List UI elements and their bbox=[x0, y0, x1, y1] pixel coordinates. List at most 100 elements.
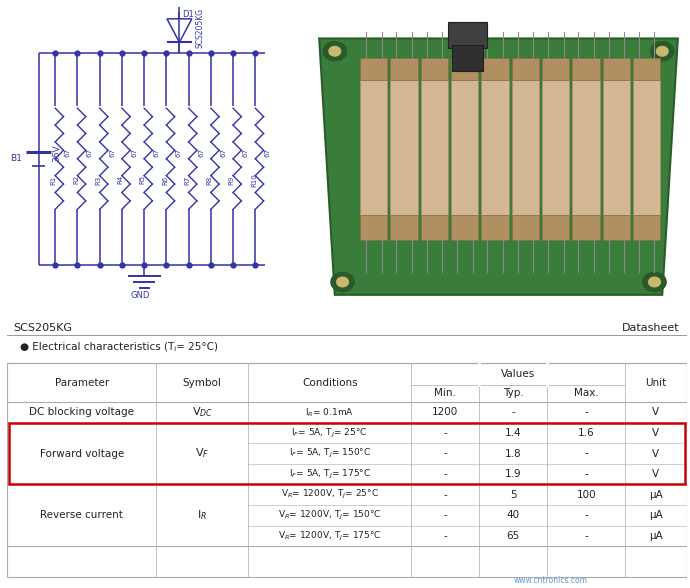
Text: V$_{R}$= 1200V, T$_{J}$= 150°C: V$_{R}$= 1200V, T$_{J}$= 150°C bbox=[278, 509, 382, 522]
Text: 67: 67 bbox=[109, 148, 115, 158]
Text: R8: R8 bbox=[206, 175, 213, 185]
Polygon shape bbox=[451, 80, 478, 215]
Text: -: - bbox=[444, 490, 447, 500]
Text: ● Electrical characteristics (Tⱼ= 25°C): ● Electrical characteristics (Tⱼ= 25°C) bbox=[21, 342, 219, 352]
Text: 67: 67 bbox=[220, 148, 226, 158]
Text: SCS205KG: SCS205KG bbox=[14, 323, 72, 333]
Text: 67: 67 bbox=[198, 148, 204, 158]
Text: 5: 5 bbox=[510, 490, 517, 500]
Text: 100: 100 bbox=[576, 490, 596, 500]
Polygon shape bbox=[542, 215, 569, 240]
Polygon shape bbox=[573, 58, 600, 80]
Text: 1.6: 1.6 bbox=[578, 428, 595, 438]
Circle shape bbox=[649, 277, 660, 287]
Text: Parameter: Parameter bbox=[55, 377, 109, 387]
Polygon shape bbox=[512, 80, 539, 215]
Polygon shape bbox=[602, 58, 630, 80]
Circle shape bbox=[329, 46, 341, 56]
Text: 36V: 36V bbox=[52, 144, 61, 162]
Text: -: - bbox=[444, 428, 447, 438]
Text: 65: 65 bbox=[506, 531, 520, 541]
Text: V$_{DC}$: V$_{DC}$ bbox=[192, 406, 213, 419]
Polygon shape bbox=[421, 58, 448, 80]
Text: -: - bbox=[584, 510, 588, 520]
Polygon shape bbox=[482, 80, 509, 215]
Text: -: - bbox=[444, 510, 447, 520]
Text: V$_{R}$= 1200V, T$_{J}$= 175°C: V$_{R}$= 1200V, T$_{J}$= 175°C bbox=[278, 529, 382, 543]
Polygon shape bbox=[482, 215, 509, 240]
Circle shape bbox=[656, 46, 668, 56]
Text: R2: R2 bbox=[73, 175, 79, 185]
Polygon shape bbox=[573, 215, 600, 240]
Text: R10: R10 bbox=[251, 173, 257, 187]
Polygon shape bbox=[451, 215, 478, 240]
Text: Conditions: Conditions bbox=[302, 377, 357, 387]
Polygon shape bbox=[421, 80, 448, 215]
Text: GND: GND bbox=[130, 290, 150, 299]
Circle shape bbox=[651, 42, 674, 61]
Bar bbox=[9, 423, 684, 484]
Text: μA: μA bbox=[649, 490, 663, 500]
Text: V: V bbox=[653, 449, 660, 459]
Polygon shape bbox=[391, 58, 417, 80]
Polygon shape bbox=[512, 58, 539, 80]
Polygon shape bbox=[360, 215, 387, 240]
Polygon shape bbox=[542, 58, 569, 80]
Text: 1.9: 1.9 bbox=[505, 469, 522, 479]
Text: V$_{F}$: V$_{F}$ bbox=[195, 447, 210, 460]
Text: I$_{F}$= 5A, T$_{J}$= 175°C: I$_{F}$= 5A, T$_{J}$= 175°C bbox=[288, 467, 371, 481]
Polygon shape bbox=[421, 215, 448, 240]
Text: R1: R1 bbox=[51, 175, 57, 185]
Text: 67: 67 bbox=[87, 148, 93, 158]
Polygon shape bbox=[451, 58, 478, 80]
Text: DC blocking voltage: DC blocking voltage bbox=[29, 407, 134, 417]
Text: I$_{F}$= 5A, T$_{J}$= 150°C: I$_{F}$= 5A, T$_{J}$= 150°C bbox=[288, 447, 371, 460]
Text: Reverse current: Reverse current bbox=[40, 510, 123, 520]
Text: Max.: Max. bbox=[574, 388, 599, 398]
Text: -: - bbox=[444, 469, 447, 479]
Text: Values: Values bbox=[501, 369, 535, 379]
Text: -: - bbox=[511, 407, 515, 417]
Text: 67: 67 bbox=[131, 148, 137, 158]
Text: μA: μA bbox=[649, 510, 663, 520]
Polygon shape bbox=[512, 215, 539, 240]
Circle shape bbox=[323, 42, 346, 61]
Text: Forward voltage: Forward voltage bbox=[39, 449, 124, 459]
Text: I$_{R}$= 0.1mA: I$_{R}$= 0.1mA bbox=[305, 406, 354, 419]
Circle shape bbox=[643, 272, 666, 292]
Text: 1.4: 1.4 bbox=[505, 428, 522, 438]
Text: Datasheet: Datasheet bbox=[622, 323, 680, 333]
Text: R3: R3 bbox=[95, 175, 101, 185]
Polygon shape bbox=[391, 215, 417, 240]
Text: -: - bbox=[584, 449, 588, 459]
Text: R7: R7 bbox=[184, 175, 190, 185]
Text: D1: D1 bbox=[182, 9, 194, 19]
Text: -: - bbox=[584, 531, 588, 541]
Text: www.cntronics.com: www.cntronics.com bbox=[513, 576, 588, 585]
Polygon shape bbox=[602, 215, 630, 240]
Text: 67: 67 bbox=[65, 148, 70, 158]
Text: SCS205KG: SCS205KG bbox=[196, 8, 205, 48]
Bar bbox=[7, 363, 687, 577]
Polygon shape bbox=[319, 38, 678, 295]
Text: 40: 40 bbox=[506, 510, 520, 520]
Text: Min.: Min. bbox=[434, 388, 456, 398]
Text: -: - bbox=[584, 469, 588, 479]
Text: -: - bbox=[444, 531, 447, 541]
Text: -: - bbox=[444, 449, 447, 459]
Polygon shape bbox=[602, 80, 630, 215]
Bar bbox=[448, 22, 487, 48]
Polygon shape bbox=[360, 58, 387, 80]
Text: R4: R4 bbox=[117, 175, 124, 185]
Text: 67: 67 bbox=[265, 148, 270, 158]
Bar bbox=[452, 45, 483, 71]
Text: V$_{R}$= 1200V, T$_{J}$= 25°C: V$_{R}$= 1200V, T$_{J}$= 25°C bbox=[281, 488, 379, 502]
Text: -: - bbox=[584, 407, 588, 417]
Polygon shape bbox=[573, 80, 600, 215]
Text: Symbol: Symbol bbox=[183, 377, 221, 387]
Text: V: V bbox=[653, 407, 660, 417]
Polygon shape bbox=[360, 80, 387, 215]
Text: R9: R9 bbox=[228, 175, 235, 185]
Circle shape bbox=[331, 272, 354, 292]
Polygon shape bbox=[482, 58, 509, 80]
